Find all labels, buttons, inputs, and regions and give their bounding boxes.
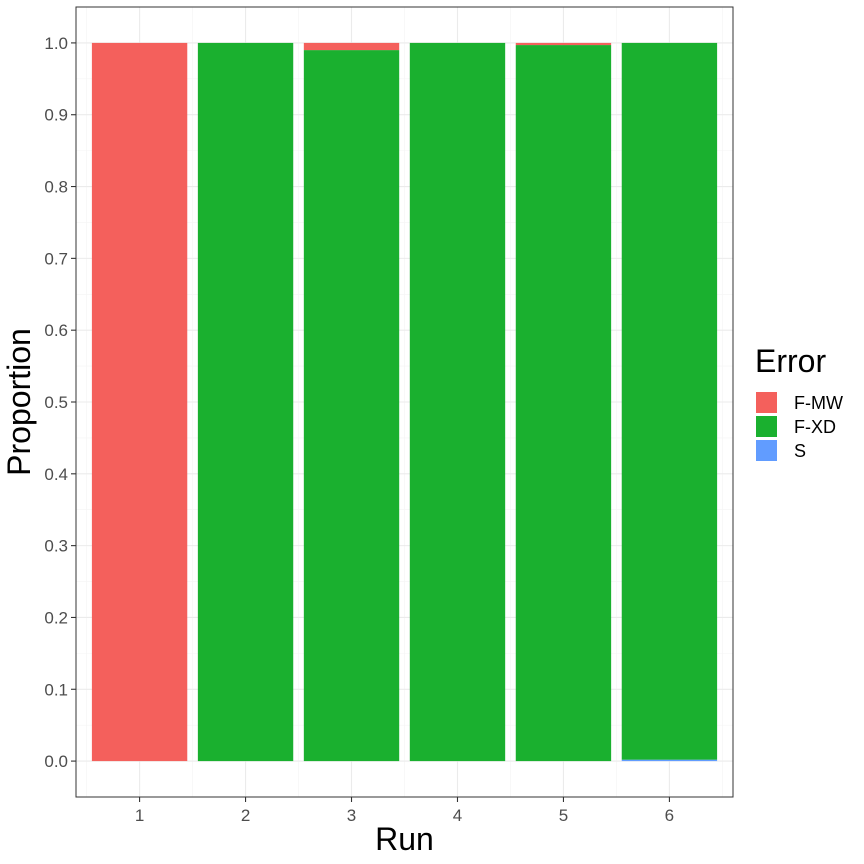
bar-run-5-f-mw: [515, 42, 612, 46]
legend: Error F-MW F-XD S: [755, 343, 843, 461]
bar-run-6-s: [621, 759, 718, 762]
x-axis-ticks: 1 2 3 4 5 6: [135, 797, 674, 825]
y-tick-label: 0.0: [44, 752, 68, 771]
y-tick-label: 0.4: [44, 465, 68, 484]
legend-label-f-mw: F-MW: [794, 393, 843, 413]
x-tick-label: 1: [135, 806, 144, 825]
legend-entries: F-MW F-XD S: [756, 392, 843, 461]
legend-key-f-xd: [756, 416, 777, 437]
y-tick-label: 0.7: [44, 249, 68, 268]
y-axis-title: Proportion: [1, 328, 37, 476]
y-tick-label: 0.3: [44, 537, 68, 556]
y-tick-label: 0.5: [44, 393, 68, 412]
legend-label-f-xd: F-XD: [794, 417, 836, 437]
y-tick-label: 0.8: [44, 178, 68, 197]
y-axis-ticks: 0.0 0.1 0.2 0.3 0.4 0.5 0.6 0.7 0.8 0.9 1.0: [44, 34, 76, 771]
x-tick-label: 2: [241, 806, 250, 825]
x-axis-title: Run: [375, 821, 434, 857]
legend-label-s: S: [794, 441, 806, 461]
x-tick-label: 4: [453, 806, 462, 825]
bar-run-1-f-mw: [91, 42, 188, 762]
bar-run-3-f-xd: [303, 50, 400, 762]
legend-title: Error: [755, 343, 826, 379]
bar-run-3-f-mw: [303, 42, 400, 51]
y-tick-label: 0.2: [44, 608, 68, 627]
x-tick-label: 6: [665, 806, 674, 825]
y-tick-label: 0.6: [44, 321, 68, 340]
y-tick-label: 0.1: [44, 680, 68, 699]
bars: [91, 42, 718, 762]
x-tick-label: 5: [559, 806, 568, 825]
bar-run-2-f-xd: [197, 42, 294, 762]
legend-key-f-mw: [756, 392, 777, 413]
y-tick-label: 1.0: [44, 34, 68, 53]
bar-run-5-f-xd: [515, 45, 612, 762]
legend-key-s: [756, 440, 777, 461]
bar-run-6-f-xd: [621, 42, 718, 760]
x-tick-label: 3: [347, 806, 356, 825]
y-tick-label: 0.9: [44, 106, 68, 125]
bar-run-4-f-xd: [409, 42, 506, 762]
